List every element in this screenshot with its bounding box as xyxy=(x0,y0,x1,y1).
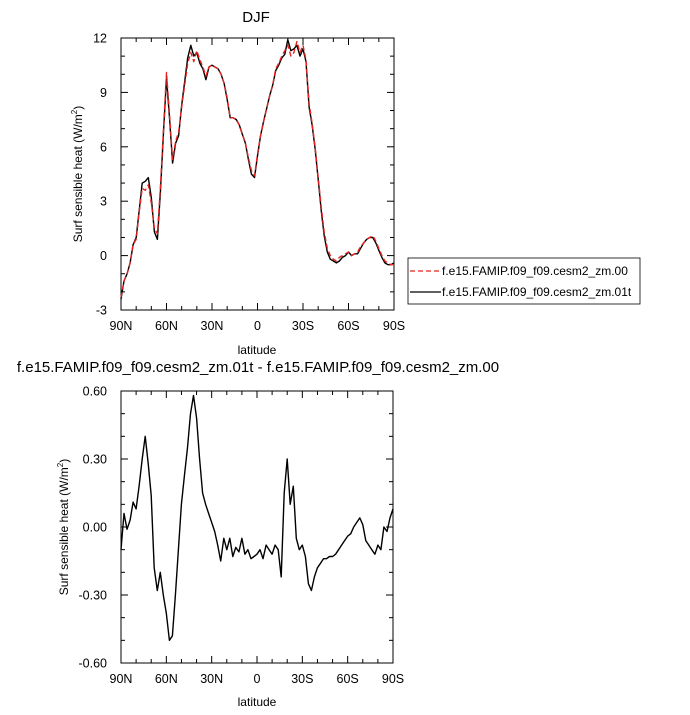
y-tick-label: 0 xyxy=(100,249,107,263)
bottom-panel-difference: f.e15.FAMIP.f09_f09.cesm2_zm.01t - f.e15… xyxy=(17,359,499,709)
y-tick-label: 0.60 xyxy=(83,385,107,399)
bottom-y-ticks: -0.60 -0.30 0.00 0.30 0.60 xyxy=(79,385,393,671)
x-tick-label: 0 xyxy=(254,319,261,333)
top-y-axis-label-main: Surf sensible heat (W/m xyxy=(71,114,85,242)
bottom-y-axis-label-main: Surf sensible heat (W/m xyxy=(57,467,71,595)
x-tick-label: 30N xyxy=(200,672,223,686)
bottom-y-axis-label: Surf sensible heat (W/m2) xyxy=(56,459,71,596)
x-tick-label: 60S xyxy=(337,672,359,686)
bottom-series-lines xyxy=(120,394,394,641)
legend-label-series-00: f.e15.FAMIP.f09_f09.cesm2_zm.00 xyxy=(442,264,628,278)
bottom-x-axis-label: latitude xyxy=(238,695,277,709)
x-tick-label: 60N xyxy=(155,672,178,686)
legend: f.e15.FAMIP.f09_f09.cesm2_zm.00 f.e15.FA… xyxy=(407,257,641,305)
y-tick-label: -3 xyxy=(96,304,107,318)
y-tick-label: 9 xyxy=(100,86,107,100)
x-tick-label: 60S xyxy=(337,319,359,333)
x-tick-label: 30S xyxy=(291,672,313,686)
bottom-chart-title: f.e15.FAMIP.f09_f09.cesm2_zm.01t - f.e15… xyxy=(17,359,499,376)
bottom-x-ticks: 90N 60N 30N 0 30S 60S 90S xyxy=(110,391,404,686)
y-tick-label: 3 xyxy=(100,195,107,209)
top-panel-djf: DJF 90N 60N 30N 0 30S 60S 90S -3 0 3 6 9 12 latitud… xyxy=(70,9,641,357)
legend-box xyxy=(407,257,641,305)
x-tick-label: 0 xyxy=(254,672,261,686)
x-tick-label: 90S xyxy=(382,672,404,686)
y-tick-label: 0.00 xyxy=(83,521,107,535)
x-tick-label: 90N xyxy=(110,319,133,333)
top-x-axis-label: latitude xyxy=(238,343,277,357)
legend-label-series-01t: f.e15.FAMIP.f09_f09.cesm2_zm.01t xyxy=(442,285,632,299)
bottom-y-axis-label-sup: 2 xyxy=(56,462,65,467)
series-line-difference xyxy=(120,394,394,641)
bottom-y-axis-label-close: ) xyxy=(57,459,71,463)
y-tick-label: 0.30 xyxy=(83,453,107,467)
x-tick-label: 30N xyxy=(201,319,224,333)
y-tick-label: -0.30 xyxy=(79,589,108,603)
series-line-f-e15-famip-f09-f09-cesm2-zm-00 xyxy=(120,40,394,298)
top-chart-title: DJF xyxy=(242,9,270,26)
top-y-axis-label-sup: 2 xyxy=(70,109,79,114)
y-tick-label: 12 xyxy=(93,32,107,46)
top-y-ticks: -3 0 3 6 9 12 xyxy=(93,32,394,318)
x-tick-label: 90S xyxy=(383,319,405,333)
top-series-lines xyxy=(120,39,395,300)
x-tick-label: 90N xyxy=(110,672,133,686)
top-y-axis-label-close: ) xyxy=(71,106,85,110)
top-x-ticks: 90N 60N 30N 0 30S 60S 90S xyxy=(110,38,405,333)
top-y-axis-label: Surf sensible heat (W/m2) xyxy=(70,106,85,243)
x-tick-label: 30S xyxy=(292,319,314,333)
y-tick-label: 6 xyxy=(100,140,107,154)
y-tick-label: -0.60 xyxy=(79,657,108,671)
bottom-plot-frame xyxy=(120,390,394,664)
x-tick-label: 60N xyxy=(155,319,178,333)
